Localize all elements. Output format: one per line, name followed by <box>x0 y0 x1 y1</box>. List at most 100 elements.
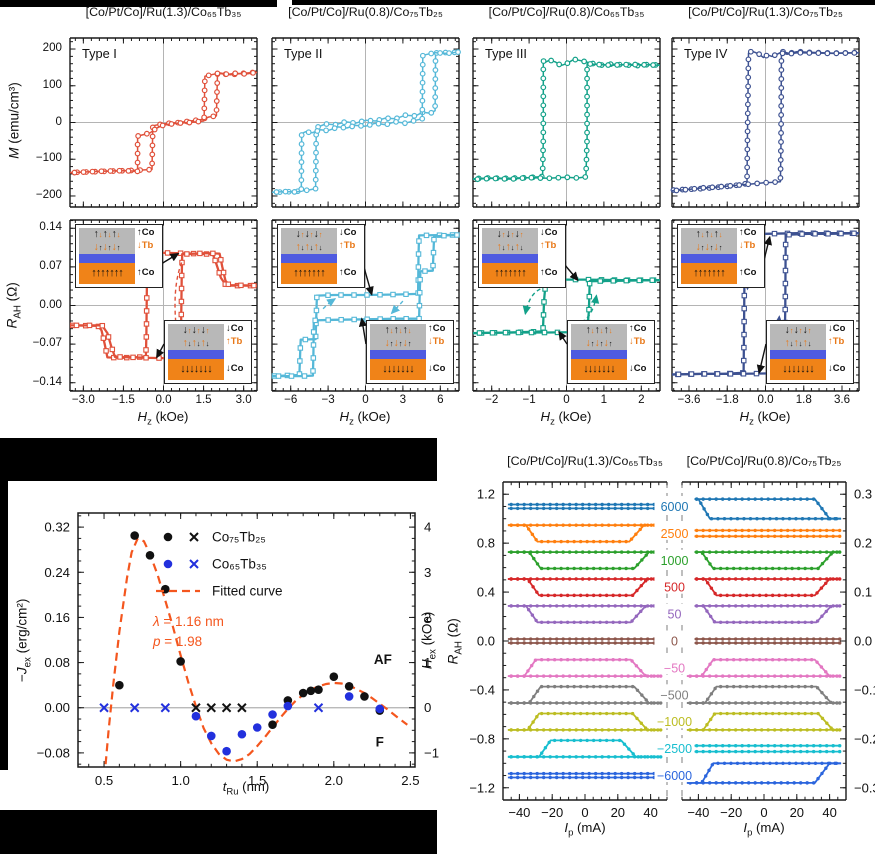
x-tick-label: −40 <box>687 805 709 820</box>
x-tick-label: −3.6 <box>677 393 701 406</box>
x-tick-label: 20 <box>611 805 625 820</box>
masked-region-bottom <box>0 810 437 854</box>
loop-branch <box>507 739 663 758</box>
x-tick-label: −3 <box>321 393 335 406</box>
masked-region-top-left <box>0 0 277 7</box>
data-point <box>306 686 316 696</box>
field-value-label: −500 <box>660 688 688 702</box>
y-tick-label-right: 0.1 <box>854 585 872 600</box>
data-point <box>314 685 323 694</box>
fit-annotation: λ = 1.16 nm p = 1.98 <box>153 612 323 652</box>
y-tick-label-left: −0.8 <box>469 731 495 746</box>
y-tick-label-left: 0.0 <box>477 634 495 649</box>
inset-pointer-arrow <box>563 263 579 282</box>
field-value-label: −1000 <box>657 715 692 729</box>
panel-title-3: [Co/Pt/Co]/Ru(0.8)/Co₆₅Tb₃₅ <box>488 5 645 19</box>
panel-title-2: [Co/Pt/Co]/Ru(0.8)/Co₇₅Tb₂₅ <box>288 5 443 19</box>
type-label-1: Type I <box>82 46 117 61</box>
m-plot-panel-3 <box>472 37 661 208</box>
x-tick-label: 1.8 <box>795 393 812 406</box>
x-marker <box>237 703 247 713</box>
y-tick-label-left: −0.08 <box>37 745 70 760</box>
panel-title-1: [Co/Pt/Co]/Ru(1.3)/Co₆₅Tb₃₅ <box>85 5 242 19</box>
m-tick-label: 200 <box>42 41 62 55</box>
p-value: p = 1.98 <box>153 634 203 649</box>
x-tick-label: 2 <box>638 393 645 406</box>
m-plot-panel-1 <box>69 37 258 208</box>
data-point <box>329 672 339 681</box>
loop-branch <box>686 712 842 731</box>
data-point <box>268 710 277 719</box>
y-tick-label-right: −0.3 <box>854 780 875 795</box>
data-point <box>283 701 293 711</box>
data-point <box>161 584 170 594</box>
x-tick-label: −1.5 <box>111 393 135 406</box>
x-tick-label: 0 <box>581 805 588 820</box>
data-point <box>115 680 124 690</box>
ip-axis-label-1: Ip (mA) <box>564 820 606 839</box>
x-tick-label: 40 <box>643 805 657 820</box>
rah-plot-panel-4 <box>671 219 860 392</box>
loop-branch <box>686 551 842 570</box>
inset-pointer-arrow <box>156 343 165 359</box>
rah-tick-label: 0.00 <box>39 297 62 311</box>
y-tick-label-left: 0.4 <box>477 585 495 600</box>
y-tick-label-right: 0.0 <box>854 634 872 649</box>
lambda-value: λ = 1.16 nm <box>153 614 224 629</box>
x-tick-label: 3 <box>399 393 407 406</box>
y-tick-label-right: 0 <box>424 700 431 715</box>
x-tick-label: 0.0 <box>155 393 172 406</box>
rah-plot-panel-1 <box>69 219 258 392</box>
x-tick-label: 1 <box>600 393 608 406</box>
legend-label: Co₇₅Tb₂₅ <box>212 530 266 545</box>
x-marker <box>206 703 216 713</box>
sweep-direction-arrow <box>390 300 404 315</box>
y-tick-label-left: 0.8 <box>477 536 495 551</box>
x-tick-label: 3.6 <box>833 393 851 406</box>
sweep-direction-arrow <box>322 298 337 310</box>
y-tick-label-right: −1 <box>424 745 439 760</box>
x-tick-label: 0.5 <box>95 773 113 788</box>
y-tick-label-right: 4 <box>424 520 431 535</box>
y-tick-label-right: 3 <box>424 565 431 580</box>
y-tick-label-left: 0.24 <box>44 565 70 580</box>
field-value-label: 2500 <box>661 527 689 541</box>
x-marker <box>313 703 324 713</box>
x-marker <box>191 703 201 713</box>
data-point <box>145 551 155 560</box>
inset-pointer-arrow <box>362 263 374 296</box>
current-loop-plots: −40 −20 0 20 40 −40 −20 0 20 40600025001000500500… <box>469 481 875 820</box>
data-point <box>176 657 185 666</box>
y-tick-label-right: 2 <box>424 610 431 625</box>
type-label-4: Type IV <box>684 46 728 61</box>
x-tick-label: 6 <box>437 393 444 406</box>
field-value-label: −50 <box>664 661 685 675</box>
hz-axis-label-1: Hz (kOe) <box>137 409 189 428</box>
region-label: F <box>376 735 384 750</box>
rah-tick-label: −0.07 <box>32 336 62 350</box>
ip-axis-label-2: Ip (mA) <box>743 820 785 839</box>
x-marker <box>99 703 109 713</box>
x-tick-label: −1.8 <box>715 393 739 406</box>
m-tick-label: −100 <box>35 151 62 165</box>
data-point <box>268 720 277 729</box>
x-tick-label: 0 <box>362 393 369 406</box>
m-plot-panel-2 <box>271 37 461 208</box>
field-value-label: −6000 <box>657 769 692 783</box>
y-tick-label-left: −1.2 <box>469 780 495 795</box>
inset-pointer-arrow <box>160 252 180 265</box>
x-tick-label: −3.0 <box>71 393 95 406</box>
x-tick-label: 0 <box>563 393 570 406</box>
y-tick-label-left: 0.08 <box>44 655 70 670</box>
field-value-label: 500 <box>664 581 685 595</box>
m-tick-label: 0 <box>55 114 62 128</box>
loop-branch <box>507 658 663 677</box>
y-tick-label-left: 1.2 <box>477 487 495 502</box>
field-value-label: 50 <box>668 608 682 622</box>
data-point <box>130 531 139 540</box>
region-label: AF <box>374 652 392 667</box>
inset-pointer-arrow <box>756 343 767 375</box>
type-label-2: Type II <box>284 46 323 61</box>
data-point <box>191 711 201 721</box>
x-tick-label: 1.0 <box>171 773 189 788</box>
